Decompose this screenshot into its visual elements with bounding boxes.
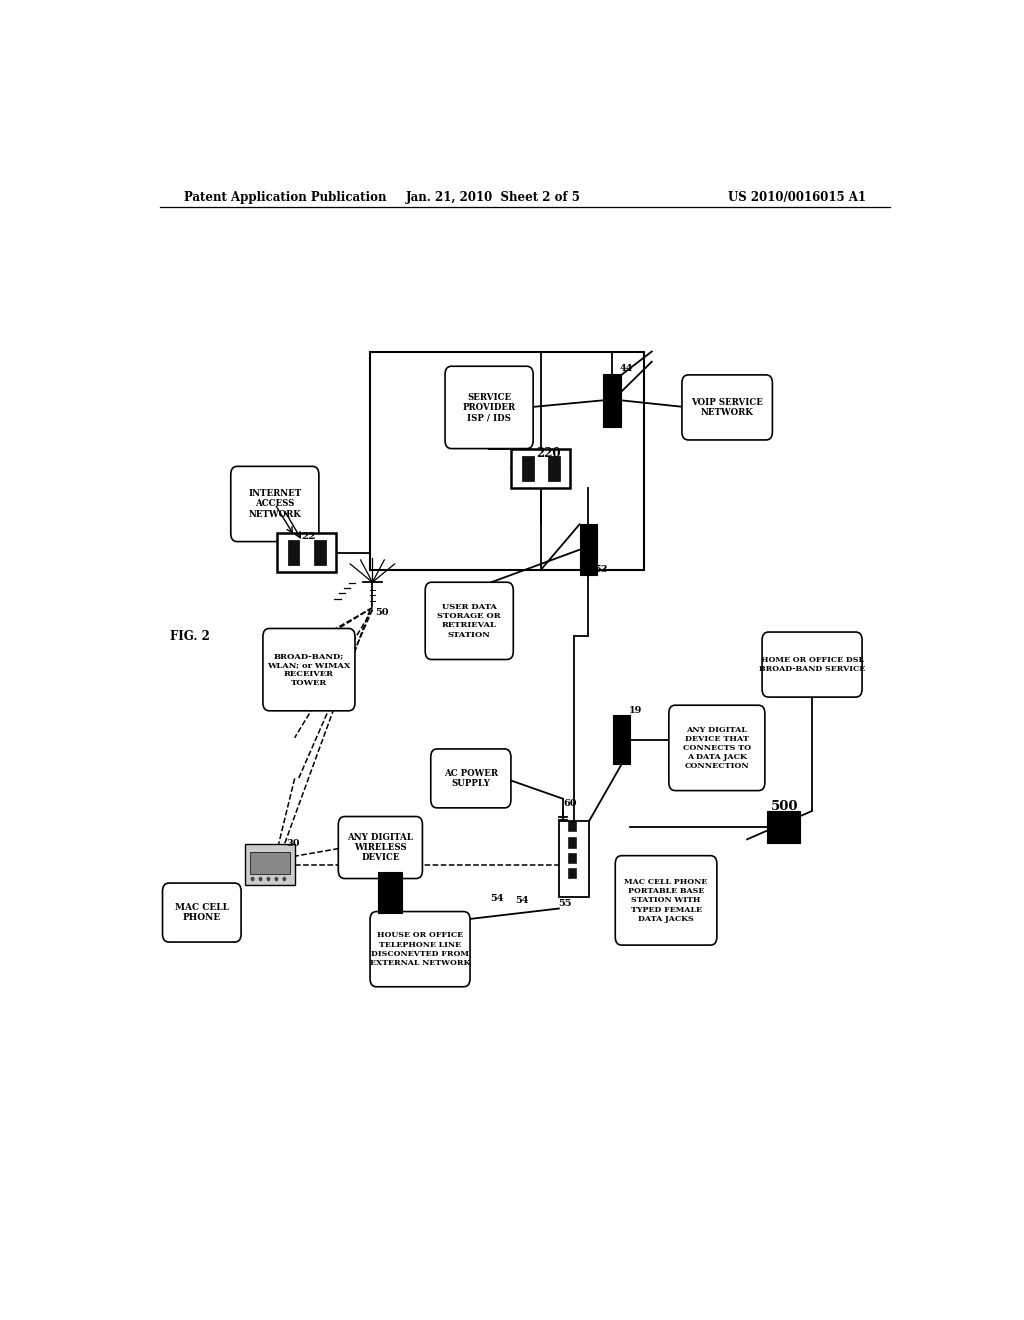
Text: 22: 22	[301, 532, 315, 541]
Text: USER DATA
STORAGE OR
RETRIEVAL
STATION: USER DATA STORAGE OR RETRIEVAL STATION	[437, 603, 501, 639]
Text: 55: 55	[558, 899, 571, 908]
Text: MAC CELL PHONE
PORTABLE BASE
STATION WITH
TYPED FEMALE
DATA JACKS: MAC CELL PHONE PORTABLE BASE STATION WIT…	[625, 878, 708, 923]
Bar	[511, 449, 570, 487]
Bar	[580, 524, 597, 576]
Text: 20: 20	[380, 903, 393, 911]
FancyBboxPatch shape	[682, 375, 772, 440]
Circle shape	[252, 878, 254, 880]
Text: BROAD-BAND;
WLAN; or WIMAX
RECEIVER
TOWER: BROAD-BAND; WLAN; or WIMAX RECEIVER TOWE…	[267, 652, 350, 688]
Bar	[767, 810, 800, 843]
Text: //: //	[779, 818, 786, 828]
Text: FIG. 2: FIG. 2	[170, 630, 210, 643]
Bar	[568, 853, 577, 863]
Text: ANY DIGITAL
DEVICE THAT
CONNECTS TO
A DATA JACK
CONNECTION: ANY DIGITAL DEVICE THAT CONNECTS TO A DA…	[683, 726, 751, 771]
Text: Patent Application Publication: Patent Application Publication	[183, 190, 386, 203]
Text: 60: 60	[563, 800, 577, 808]
Text: 44: 44	[620, 364, 633, 372]
Text: 54: 54	[489, 895, 504, 903]
FancyBboxPatch shape	[230, 466, 318, 541]
Text: SERVICE
PROVIDER
ISP / IDS: SERVICE PROVIDER ISP / IDS	[463, 392, 516, 422]
Text: 500: 500	[771, 800, 799, 813]
FancyBboxPatch shape	[425, 582, 513, 660]
Bar	[521, 455, 534, 480]
FancyBboxPatch shape	[370, 912, 470, 987]
FancyBboxPatch shape	[338, 817, 423, 879]
Bar	[548, 455, 560, 480]
Text: HOUSE OR OFFICE
TELEPHONE LINE
DISCONEVTED FROM
EXTERNAL NETWORK: HOUSE OR OFFICE TELEPHONE LINE DISCONEVT…	[370, 932, 470, 968]
Circle shape	[259, 878, 262, 880]
Text: INTERNET
ACCESS
NETWORK: INTERNET ACCESS NETWORK	[248, 490, 301, 519]
FancyBboxPatch shape	[762, 632, 862, 697]
FancyBboxPatch shape	[263, 628, 355, 710]
Text: MAC CELL
PHONE: MAC CELL PHONE	[175, 903, 228, 923]
Bar	[568, 821, 577, 832]
Text: 53: 53	[595, 565, 608, 574]
FancyBboxPatch shape	[445, 366, 534, 449]
Bar	[568, 867, 577, 878]
Text: VOIP SERVICE
NETWORK: VOIP SERVICE NETWORK	[691, 397, 763, 417]
Bar	[288, 540, 299, 565]
Bar	[568, 837, 577, 847]
Bar	[246, 845, 295, 886]
Bar	[378, 873, 401, 912]
Circle shape	[267, 878, 269, 880]
Text: 50: 50	[376, 607, 389, 616]
Text: Jan. 21, 2010  Sheet 2 of 5: Jan. 21, 2010 Sheet 2 of 5	[406, 190, 581, 203]
Bar	[370, 351, 644, 570]
Text: 54: 54	[515, 896, 528, 906]
Circle shape	[275, 878, 278, 880]
Bar	[603, 374, 621, 426]
Text: US 2010/0016015 A1: US 2010/0016015 A1	[728, 190, 866, 203]
Text: 30: 30	[287, 838, 300, 847]
Bar	[276, 533, 336, 572]
Bar	[559, 821, 589, 898]
FancyBboxPatch shape	[615, 855, 717, 945]
Bar	[613, 715, 631, 764]
Text: AC POWER
SUPPLY: AC POWER SUPPLY	[443, 768, 498, 788]
FancyBboxPatch shape	[163, 883, 241, 942]
Text: HOME OR OFFICE DSL
BROAD-BAND SERVICE: HOME OR OFFICE DSL BROAD-BAND SERVICE	[759, 656, 865, 673]
FancyBboxPatch shape	[669, 705, 765, 791]
Text: 19: 19	[629, 706, 642, 715]
Text: 220: 220	[536, 446, 560, 459]
Bar	[250, 851, 290, 874]
Circle shape	[284, 878, 286, 880]
Bar	[313, 540, 326, 565]
Text: ANY DIGITAL
WIRELESS
DEVICE: ANY DIGITAL WIRELESS DEVICE	[347, 833, 414, 862]
FancyBboxPatch shape	[431, 748, 511, 808]
